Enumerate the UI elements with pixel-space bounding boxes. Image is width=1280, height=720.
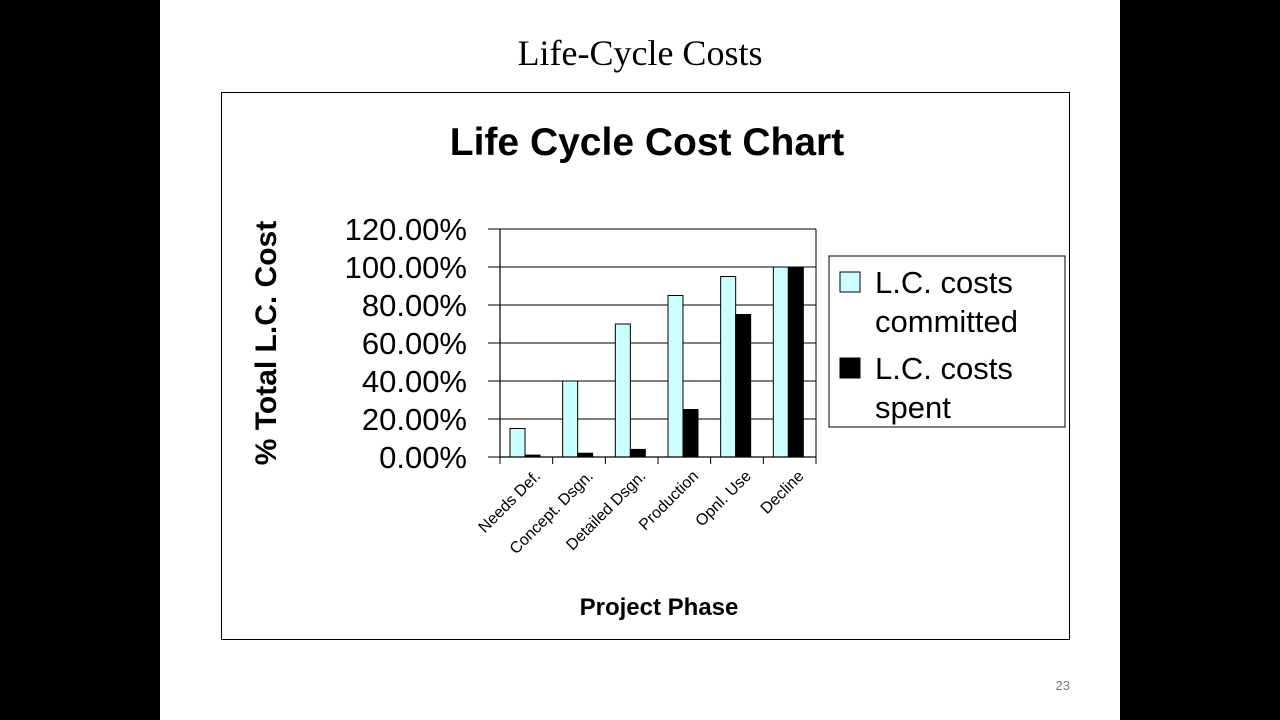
y-tick-label: 60.00%: [362, 326, 467, 361]
legend-box: [828, 255, 1066, 428]
grid-lines: [500, 228, 816, 420]
bars: [509, 266, 804, 458]
y-tick-label: 0.00%: [379, 440, 467, 475]
bar-committed-2: [562, 380, 579, 458]
y-tick-label: 40.00%: [362, 364, 467, 399]
legend-label-spent: spent: [875, 390, 951, 425]
bar-committed-3: [614, 323, 631, 458]
chart-frame: Life Cycle Cost Chart % Total L.C. Cost …: [221, 92, 1070, 640]
page-number: 23: [1055, 678, 1070, 693]
axes: [488, 228, 817, 464]
y-axis-label: % Total L.C. Cost: [250, 221, 283, 465]
x-tick-label: Opnl. Use: [693, 468, 755, 530]
y-tick-label: 20.00%: [362, 402, 467, 437]
bar-committed-6: [772, 266, 789, 458]
legend-label-spent: L.C. costs: [875, 351, 1013, 386]
x-axis-label: Project Phase: [580, 594, 739, 621]
bar-committed-1: [509, 428, 526, 458]
chart-title: Life Cycle Cost Chart: [450, 121, 844, 164]
x-tick-labels: Needs Def.Concept. Dsgn.Detailed Dsgn.Pr…: [476, 468, 808, 558]
x-tick-label: Decline: [758, 468, 808, 518]
bar-committed-5: [720, 276, 737, 458]
bar-spent-3: [629, 448, 646, 458]
bar-committed-4: [667, 295, 684, 458]
y-tick-labels: 0.00%20.00%40.00%60.00%80.00%100.00%120.…: [345, 212, 467, 475]
legend-label-committed: committed: [875, 304, 1018, 339]
slide: Life-Cycle Costs Life Cycle Cost Chart %…: [160, 0, 1120, 720]
life-cycle-cost-chart: Life Cycle Cost Chart % Total L.C. Cost …: [250, 121, 1066, 621]
legend-label-committed: L.C. costs: [875, 265, 1013, 300]
legend-swatch-committed: [839, 271, 861, 293]
legend: L.C. costs committed L.C. costs spent: [828, 255, 1066, 428]
bar-spent-4: [682, 409, 699, 458]
bar-spent-6: [787, 266, 804, 458]
legend-swatch-spent: [839, 357, 861, 379]
y-tick-label: 80.00%: [362, 288, 467, 323]
slide-title: Life-Cycle Costs: [517, 33, 763, 73]
y-tick-label: 120.00%: [345, 212, 467, 247]
bar-spent-5: [735, 314, 752, 458]
y-tick-label: 100.00%: [345, 250, 467, 285]
